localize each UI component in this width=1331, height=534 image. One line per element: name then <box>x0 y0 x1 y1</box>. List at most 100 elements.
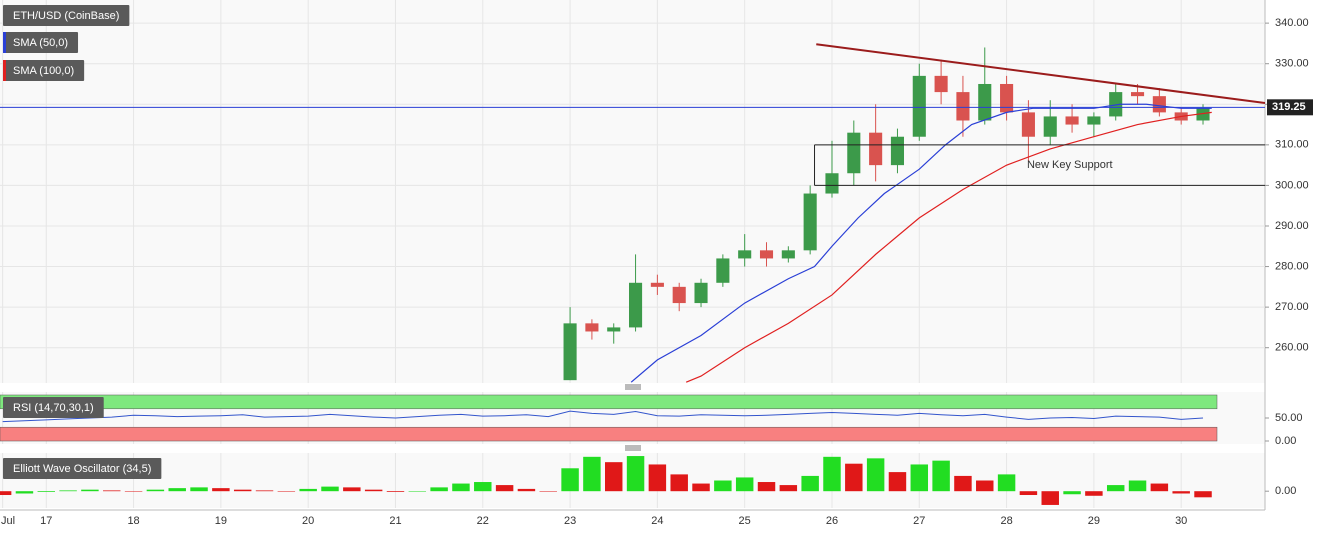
x-tick-label: Jul <box>1 515 15 527</box>
ewo-bar <box>408 491 427 492</box>
ewo-bar <box>823 456 841 492</box>
rsi-band <box>0 426 1218 442</box>
ewo-bar <box>866 458 885 492</box>
candle-body <box>1196 108 1210 121</box>
ewo-bar <box>583 456 601 492</box>
candle-body <box>825 173 839 194</box>
candle-body <box>607 327 621 332</box>
x-tick-label: 18 <box>127 515 139 527</box>
candle-body <box>912 75 926 137</box>
candle-body <box>1130 92 1145 97</box>
ewo-bar <box>321 486 339 492</box>
ewo-bar <box>15 491 34 494</box>
ewo-bar <box>37 491 55 492</box>
ewo-bar <box>1063 491 1081 495</box>
candle-body <box>1000 83 1014 113</box>
ewo-bar <box>59 490 77 492</box>
x-tick-label: 21 <box>389 515 401 527</box>
y-tick-label: 0.00 <box>1275 485 1296 497</box>
candle-body <box>585 323 599 332</box>
rsi-band <box>0 394 1218 410</box>
legend-label: SMA (50,0) <box>13 37 68 49</box>
y-tick-label: 300.00 <box>1275 179 1309 191</box>
rsi-line <box>2 410 1204 423</box>
last-price-box <box>1267 99 1313 116</box>
sma-line <box>685 111 1212 383</box>
legend-box <box>3 458 162 479</box>
candle-body <box>563 323 577 381</box>
ewo-bar <box>1019 491 1038 496</box>
candle-body <box>716 258 730 283</box>
candle-body <box>781 250 795 259</box>
ewo-bar <box>888 472 907 492</box>
ewo-bar <box>1041 491 1059 505</box>
ewo-bar <box>626 456 645 492</box>
candle-body <box>672 286 686 304</box>
x-tick-label: 26 <box>826 515 838 527</box>
ewo-bar <box>1085 491 1103 496</box>
x-tick-label: 29 <box>1088 515 1100 527</box>
ewo-bar <box>495 485 514 492</box>
legend-box <box>3 397 104 418</box>
ewo-bar <box>233 489 252 492</box>
ewo-bar <box>997 474 1016 492</box>
ewo-bar <box>648 464 667 492</box>
candle-body <box>869 132 883 166</box>
ewo-bar <box>1106 485 1125 492</box>
ewo-bar <box>474 482 492 492</box>
legend-swatch <box>3 60 6 81</box>
legend-swatch <box>3 32 6 53</box>
x-tick-label: 22 <box>477 515 489 527</box>
legend-box <box>3 32 79 53</box>
pane-handle[interactable] <box>622 444 644 452</box>
ewo-bar <box>910 464 929 492</box>
candle-body <box>629 282 643 328</box>
x-tick-label: 25 <box>739 515 751 527</box>
ewo-bar <box>452 483 470 492</box>
x-tick-label: 24 <box>651 515 663 527</box>
x-tick-label: 30 <box>1175 515 1187 527</box>
ewo-bar <box>1150 483 1169 492</box>
candle-body <box>759 250 774 259</box>
candle-body <box>847 132 861 174</box>
ewo-bar <box>168 488 186 492</box>
ewo-bar <box>845 463 863 492</box>
ewo-bar <box>801 475 819 492</box>
x-tick-label: 17 <box>40 515 52 527</box>
ewo-bar <box>146 489 165 492</box>
legend-box <box>3 60 85 81</box>
trendline <box>816 43 1265 105</box>
ewo-bar <box>343 487 361 492</box>
ewo-bar <box>1194 491 1212 498</box>
y-tick-label: 0.00 <box>1275 435 1296 447</box>
ewo-bar <box>0 491 12 496</box>
ewo-bar <box>539 491 557 492</box>
ewo-bar <box>386 491 405 492</box>
candle-body <box>803 193 817 251</box>
ewo-bar <box>255 490 274 492</box>
ewo-bar <box>976 480 994 492</box>
x-tick-label: 23 <box>564 515 576 527</box>
ewo-bar <box>932 460 950 492</box>
y-tick-label: 330.00 <box>1275 58 1309 70</box>
y-tick-label: 290.00 <box>1275 220 1309 232</box>
ewo-bar <box>605 462 623 492</box>
candle-body <box>934 75 948 93</box>
support-label: New Key Support <box>1027 159 1113 171</box>
candle-body <box>978 83 992 121</box>
ewo-bar <box>561 468 579 492</box>
y-tick-label: 340.00 <box>1275 17 1309 29</box>
x-tick-label: 20 <box>302 515 314 527</box>
legend-label: SMA (100,0) <box>13 65 74 77</box>
candle-body <box>1152 96 1166 113</box>
candle-body <box>1021 112 1035 137</box>
ewo-bar <box>81 489 99 492</box>
ewo-bar <box>364 489 383 492</box>
pane-handle[interactable] <box>622 383 644 391</box>
ewo-bar <box>954 475 972 492</box>
candle-body <box>1109 92 1123 117</box>
ewo-bar <box>124 491 143 492</box>
x-tick-label: 19 <box>215 515 227 527</box>
ewo-bar <box>277 491 296 492</box>
